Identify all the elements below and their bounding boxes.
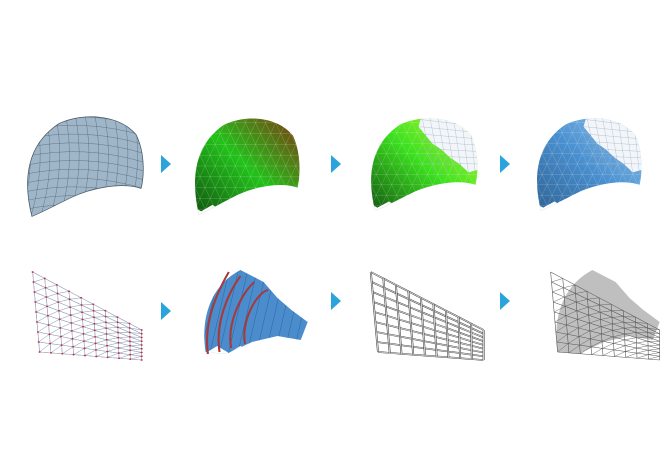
final-gridshell-structure	[550, 270, 660, 361]
gridshell-surface-mesh	[27, 116, 144, 217]
curvature-analysis-mesh	[195, 118, 300, 215]
node-point-grid	[31, 271, 143, 361]
blue-panelized-mesh	[537, 118, 642, 211]
step-arrow-icon	[331, 292, 341, 310]
step-arrow-icon	[161, 302, 171, 320]
partial-panelized-mesh	[371, 118, 478, 211]
panel-strip-assembly	[204, 270, 308, 355]
step-arrow-icon	[500, 292, 510, 310]
timber-lath-frame	[369, 271, 485, 361]
step-arrow-icon	[161, 155, 171, 173]
step-arrow-icon	[331, 155, 341, 173]
step-arrow-icon	[500, 155, 510, 173]
